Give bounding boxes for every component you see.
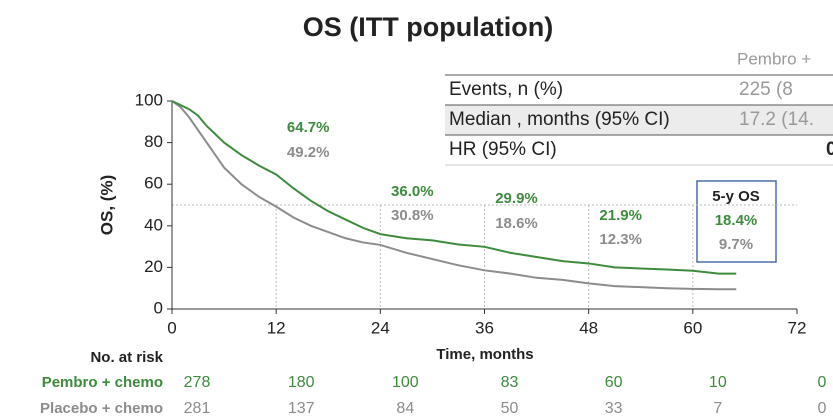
- at-risk-title: No. at risk: [90, 349, 163, 366]
- landmark-label: 12.3%: [599, 231, 642, 248]
- at-risk-count: 0: [818, 400, 827, 417]
- landmark-label: 49.2%: [287, 144, 330, 161]
- legend-label: Pembro + chemo: [42, 374, 163, 391]
- landmark-label: 29.9%: [495, 190, 538, 207]
- at-risk-count: 278: [184, 374, 211, 391]
- at-risk-count: 100: [392, 374, 419, 391]
- table-label: Median , months (95% CI): [449, 109, 670, 130]
- x-tick-label: 24: [371, 318, 390, 337]
- x-tick-label: 0: [167, 318, 176, 337]
- x-tick-label: 72: [788, 318, 807, 337]
- at-risk-count: 33: [605, 400, 623, 417]
- table-value: 17.2 (14.: [739, 109, 814, 130]
- y-tick-label: 80: [144, 132, 163, 151]
- table-value: 225 (8: [739, 79, 793, 100]
- table-header: Pembro +: [737, 49, 811, 68]
- at-risk-count: 50: [501, 400, 519, 417]
- x-axis-label: Time, months: [436, 346, 533, 363]
- x-tick-label: 60: [683, 318, 702, 337]
- legend-label: Placebo + chemo: [40, 400, 163, 417]
- box-value: 9.7%: [719, 236, 753, 253]
- at-risk-count: 83: [501, 374, 519, 391]
- table-label: HR (95% CI): [449, 139, 557, 160]
- table-label: Events, n (%): [449, 79, 563, 100]
- y-tick-label: 100: [135, 90, 163, 109]
- y-axis-label: OS, (%): [97, 175, 116, 235]
- at-risk-count: 10: [709, 374, 727, 391]
- table-value: 0: [826, 139, 833, 160]
- landmark-label: 30.8%: [391, 207, 434, 224]
- x-tick-label: 36: [475, 318, 494, 337]
- x-tick-label: 48: [579, 318, 598, 337]
- at-risk-count: 84: [396, 400, 414, 417]
- landmark-label: 36.0%: [391, 183, 434, 200]
- x-tick-label: 12: [267, 318, 286, 337]
- y-tick-label: 20: [144, 257, 163, 276]
- survival-curve: [171, 100, 737, 275]
- landmark-label: 21.9%: [599, 207, 642, 224]
- chart-title: OS (ITT population): [303, 12, 553, 42]
- at-risk-count: 137: [288, 400, 315, 417]
- at-risk-count: 7: [713, 400, 722, 417]
- landmark-label: 64.7%: [287, 119, 330, 136]
- landmark-label: 18.6%: [495, 215, 538, 232]
- y-tick-label: 40: [144, 215, 163, 234]
- at-risk-count: 60: [605, 374, 623, 391]
- at-risk-count: 180: [288, 374, 315, 391]
- y-tick-label: 60: [144, 174, 163, 193]
- at-risk-count: 281: [184, 400, 211, 417]
- survival-curve: [171, 100, 737, 291]
- y-tick-label: 0: [154, 298, 163, 317]
- five-year-box: [696, 180, 777, 263]
- table-row-bg: [445, 105, 833, 135]
- box-value: 18.4%: [715, 212, 758, 229]
- at-risk-count: 0: [818, 374, 827, 391]
- box-title: 5-y OS: [712, 188, 760, 205]
